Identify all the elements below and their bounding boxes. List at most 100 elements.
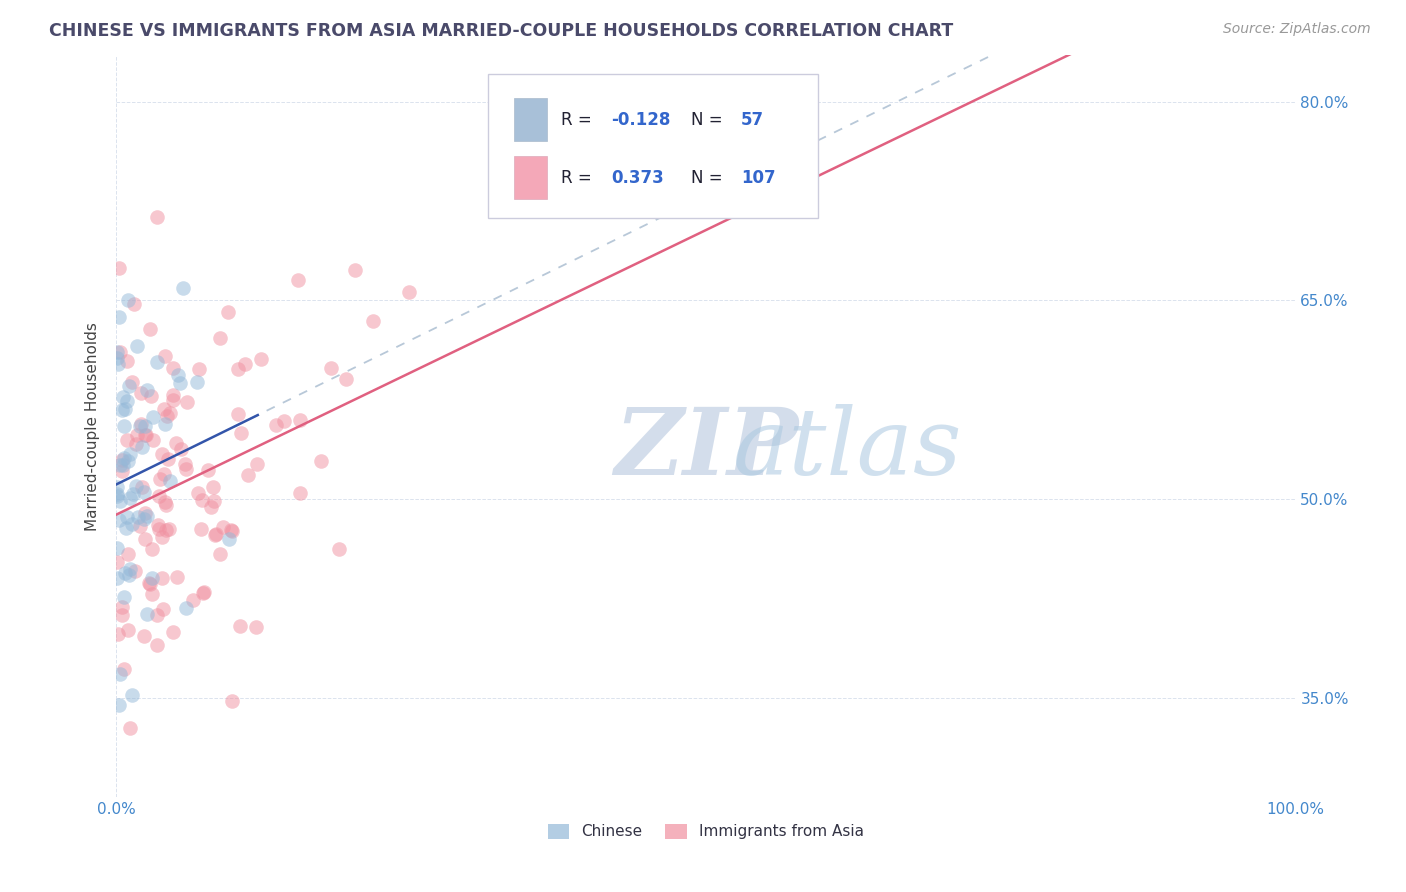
Point — [138, 576, 160, 591]
Point — [117, 510, 139, 524]
Point — [159, 406, 181, 420]
Point — [150, 447, 173, 461]
FancyBboxPatch shape — [488, 74, 818, 219]
Point — [107, 570, 129, 584]
Point — [122, 487, 145, 501]
Text: -0.128: -0.128 — [612, 111, 671, 128]
Point — [287, 273, 309, 287]
Text: 0.373: 0.373 — [612, 169, 664, 186]
Point — [176, 395, 198, 409]
Point — [118, 491, 141, 505]
Point — [108, 667, 131, 681]
Point — [118, 568, 141, 582]
Point — [146, 607, 169, 622]
Point — [125, 428, 148, 442]
Point — [335, 372, 357, 386]
Text: R =: R = — [561, 111, 596, 128]
Text: N =: N = — [690, 169, 727, 186]
Point — [134, 532, 156, 546]
Point — [117, 624, 139, 638]
Point — [129, 519, 152, 533]
Point — [162, 361, 184, 376]
Point — [112, 661, 135, 675]
Point — [125, 437, 148, 451]
Text: ZIP: ZIP — [614, 403, 799, 493]
Point — [117, 454, 139, 468]
Point — [343, 263, 366, 277]
Point — [221, 524, 243, 538]
Point — [122, 297, 145, 311]
Point — [264, 418, 287, 433]
Point — [169, 376, 191, 391]
Point — [107, 480, 129, 494]
Point — [226, 408, 249, 422]
Point — [142, 410, 165, 425]
Point — [319, 361, 342, 376]
Point — [245, 620, 267, 634]
Point — [202, 480, 225, 494]
Point — [127, 510, 149, 524]
Point — [146, 210, 169, 224]
Point — [118, 562, 141, 576]
Point — [121, 375, 143, 389]
Point — [115, 521, 138, 535]
Point — [112, 450, 135, 465]
Point — [117, 547, 139, 561]
Point — [152, 571, 174, 585]
Point — [217, 304, 239, 318]
Point — [155, 349, 177, 363]
Point — [107, 345, 129, 359]
Point — [107, 487, 129, 501]
Point — [111, 458, 134, 473]
Point — [166, 570, 188, 584]
Point — [138, 577, 160, 591]
Point — [146, 639, 169, 653]
Point — [134, 506, 156, 520]
Point — [107, 541, 129, 555]
Point — [290, 485, 312, 500]
Point — [131, 480, 153, 494]
Point — [125, 339, 148, 353]
Point — [108, 310, 131, 325]
Point — [311, 454, 333, 468]
Point — [187, 362, 209, 376]
Point — [176, 461, 198, 475]
Point — [148, 518, 170, 533]
Point — [107, 490, 129, 504]
Point — [141, 541, 163, 556]
Point — [107, 555, 129, 569]
Point — [135, 427, 157, 442]
Text: N =: N = — [690, 111, 727, 128]
Point — [111, 600, 134, 615]
Point — [153, 495, 176, 509]
Point — [142, 433, 165, 447]
Point — [107, 351, 129, 365]
Point — [131, 440, 153, 454]
Point — [153, 467, 176, 482]
Point — [150, 531, 173, 545]
Point — [174, 457, 197, 471]
Point — [328, 542, 350, 557]
Point — [170, 442, 193, 457]
Point — [165, 436, 187, 450]
Point — [107, 357, 129, 371]
Point — [152, 602, 174, 616]
Point — [193, 585, 215, 599]
Point — [117, 293, 139, 308]
FancyBboxPatch shape — [513, 156, 547, 199]
Point — [197, 463, 219, 477]
Point — [134, 427, 156, 442]
Point — [172, 281, 194, 295]
Point — [246, 457, 269, 471]
Point — [221, 694, 243, 708]
Point — [186, 375, 208, 389]
Point — [191, 492, 214, 507]
Point — [110, 452, 132, 467]
Point — [132, 629, 155, 643]
Point — [398, 285, 420, 300]
Point — [205, 527, 228, 541]
Point — [228, 361, 250, 376]
Point — [141, 587, 163, 601]
Point — [155, 523, 177, 537]
Point — [129, 385, 152, 400]
